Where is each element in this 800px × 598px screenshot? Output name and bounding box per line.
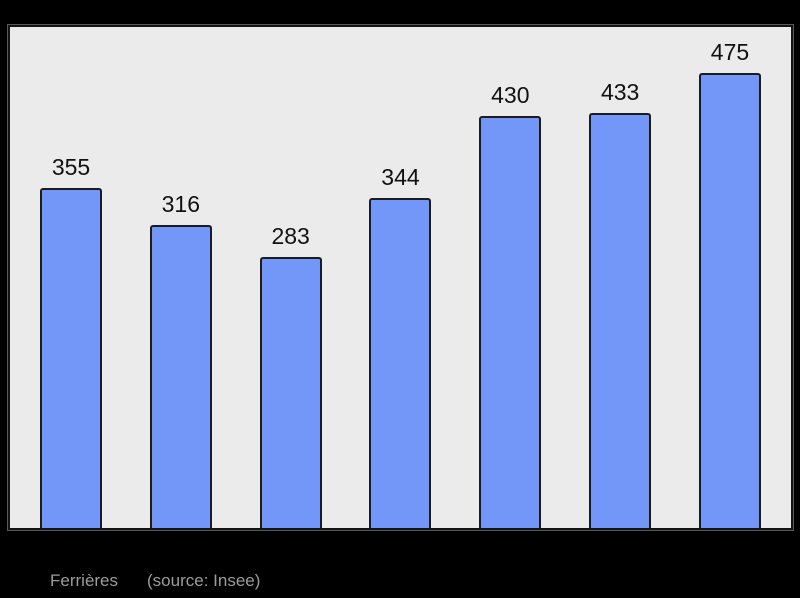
bar-value-label: 433 [600,78,640,105]
bar-value-label: 283 [271,222,310,249]
caption-source: (source: Insee) [147,571,261,590]
bar [479,116,542,528]
bar [369,198,432,528]
bar-group: 475 [698,38,761,528]
bars: 355 316 283 344 430 433 475 [10,27,791,528]
bar [589,113,652,528]
bar-group: 344 [369,163,432,528]
plot-area: 355 316 283 344 430 433 475 [8,25,793,530]
bar [40,188,102,528]
caption: Ferrières (source: Insee) [50,571,260,591]
bar-value-label: 316 [161,190,201,217]
bar-group: 433 [589,78,652,528]
bar-value-label: 430 [491,81,530,108]
bar-group: 283 [259,222,322,528]
bar-group: 430 [479,81,542,528]
bar-value-label: 355 [51,153,91,180]
bar-value-label: 344 [381,163,420,190]
bar-group: 355 [40,154,102,528]
caption-place: Ferrières [50,571,119,590]
bar-value-label: 475 [710,38,750,65]
bar [149,225,212,528]
bar-group: 316 [149,190,212,528]
bar [698,73,761,528]
bar [259,257,322,528]
